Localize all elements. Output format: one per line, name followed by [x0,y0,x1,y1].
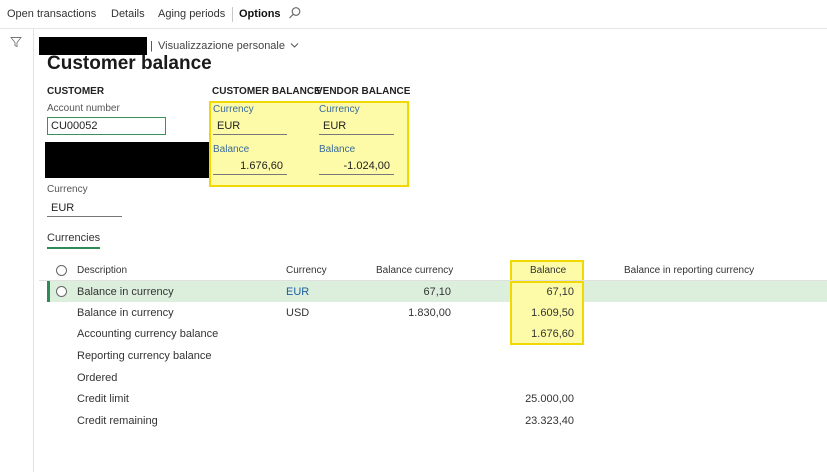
column-header-balance[interactable]: Balance [530,265,567,276]
row-balance: 1.676,60 [531,328,574,340]
customer-currency-value: EUR [51,202,75,214]
customer-currency-field[interactable]: EUR [47,200,122,217]
personal-view-label: Visualizzazione personale [158,40,285,52]
row-balance: 67,10 [546,286,574,298]
row-balance: 1.609,50 [531,307,574,319]
search-icon[interactable] [288,6,302,20]
view-separator: | [150,40,153,52]
selected-balance-highlight [510,281,584,304]
row-description: Credit remaining [77,415,158,427]
row-description: Balance in currency [77,307,174,319]
action-separator [232,7,233,22]
select-all-radio[interactable] [56,265,67,276]
vendor-balance-value: -1.024,00 [343,160,390,172]
page-title: Customer balance [47,53,212,74]
vendor-balance-field[interactable]: -1.024,00 [319,159,394,175]
vendor-balance-currency-value: EUR [323,120,347,132]
row-description: Credit limit [77,393,129,405]
filter-icon[interactable] [10,35,22,48]
options-button[interactable]: Options [239,8,281,20]
customer-balance-value: 1.676,60 [240,160,283,172]
customer-balance-heading: CUSTOMER BALANCE [212,86,321,97]
account-number-label: Account number [47,103,120,114]
action-pane: Open transactions Details Aging periods … [0,0,827,29]
row-balance-currency: 67,10 [423,286,451,298]
column-header-description[interactable]: Description [77,265,128,276]
column-header-currency[interactable]: Currency [286,265,327,276]
row-balance: 25.000,00 [525,393,574,405]
row-select-radio[interactable] [56,286,67,297]
vendor-balance-currency-label: Currency [319,104,360,115]
personal-view-selector[interactable]: Visualizzazione personale [158,40,299,52]
tab-currencies[interactable]: Currencies [47,232,101,249]
open-transactions-button[interactable]: Open transactions [7,8,97,20]
redacted-customer-name [45,142,210,178]
row-description: Balance in currency [77,286,174,298]
chevron-down-icon [290,40,299,48]
column-header-balance-currency[interactable]: Balance currency [376,265,454,276]
row-balance-currency: 1.830,00 [408,307,451,319]
vendor-balance-label: Balance [319,144,356,155]
currencies-grid: Description Currency Balance currency Ba… [39,258,827,472]
vendor-balance-currency-field[interactable]: EUR [319,119,394,135]
customer-heading: CUSTOMER [47,86,105,97]
vendor-balance-heading: VENDOR BALANCE [316,86,411,97]
customer-currency-label: Currency [47,184,88,195]
row-balance: 23.323,40 [525,415,574,427]
aging-periods-button[interactable]: Aging periods [158,8,226,20]
details-button[interactable]: Details [111,8,145,20]
filter-rail [0,29,34,472]
account-number-field[interactable]: CU00052 [47,117,166,135]
balance-highlight [209,101,409,187]
row-description: Ordered [77,372,118,384]
customer-balance-currency-label: Currency [213,104,254,115]
account-number-value: CU00052 [51,120,98,132]
table-row-selected[interactable] [47,281,827,302]
customer-balance-currency-field[interactable]: EUR [213,119,287,135]
header-divider [39,280,827,281]
customer-balance-currency-value: EUR [217,120,241,132]
column-header-reporting-balance[interactable]: Balance in reporting currency [624,265,755,276]
row-description: Reporting currency balance [77,350,212,362]
row-currency: USD [286,307,310,319]
redacted-record-name [39,37,147,55]
customer-balance-field[interactable]: 1.676,60 [213,159,287,175]
customer-balance-label: Balance [213,144,250,155]
row-description: Accounting currency balance [77,328,219,340]
row-currency-link[interactable]: EUR [286,286,310,298]
